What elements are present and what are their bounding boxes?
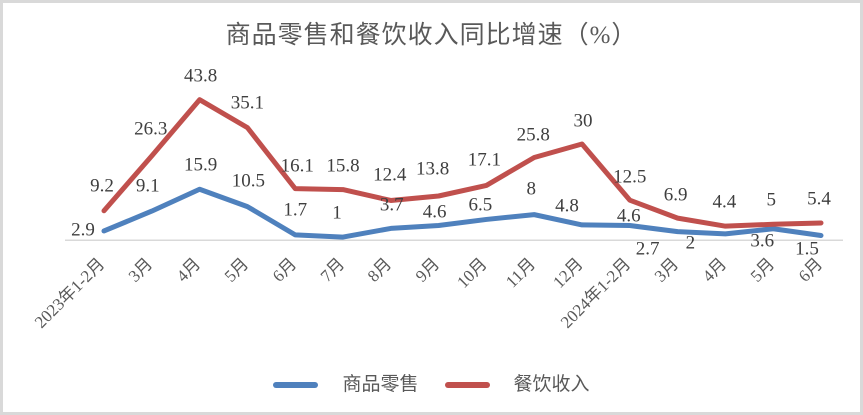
data-label-retail: 1.5	[795, 238, 819, 260]
data-label-retail: 3.6	[750, 230, 775, 252]
data-label-catering: 16.1	[280, 155, 314, 177]
data-label-retail: 1	[332, 202, 342, 224]
data-label-retail: 15.9	[183, 154, 218, 176]
data-label-retail: 4.6	[616, 205, 641, 227]
data-label-catering: 35.1	[230, 92, 265, 114]
plot-area	[65, 97, 843, 242]
data-label-retail: 9.1	[135, 175, 160, 197]
data-label-catering: 12.4	[373, 164, 407, 186]
data-label-catering: 6.9	[663, 184, 688, 206]
data-label-catering: 4.4	[712, 191, 737, 213]
data-label-catering: 17.1	[467, 149, 502, 171]
series-line-retail	[101, 186, 824, 240]
legend-label: 餐饮收入	[513, 374, 590, 395]
data-label-retail: 10.5	[231, 170, 266, 192]
chart-title: 商品零售和餐饮收入同比增速（%）	[225, 22, 638, 49]
legend-item-retail: 商品零售	[273, 374, 419, 395]
data-label-retail: 3.7	[379, 194, 404, 216]
data-label-catering: 15.8	[326, 155, 360, 177]
data-label-retail: 1.7	[283, 199, 308, 221]
data-label-retail: 6.5	[468, 194, 493, 216]
data-label-catering: 5	[766, 189, 776, 211]
data-label-catering: 13.8	[415, 158, 450, 180]
data-label-retail: 2.7	[635, 238, 660, 260]
data-label-catering: 43.8	[183, 65, 218, 87]
data-label-retail: 4.6	[422, 201, 447, 223]
data-label-retail: 4.8	[555, 195, 579, 217]
data-label-catering: 12.5	[613, 166, 647, 188]
legend-item-catering: 餐饮收入	[444, 374, 590, 395]
legend-label: 商品零售	[342, 374, 419, 395]
legend-line-swatch-icon	[273, 381, 319, 388]
series-line-catering	[101, 97, 824, 229]
data-label-catering: 9.2	[90, 175, 114, 197]
data-label-retail: 8	[526, 178, 536, 200]
data-label-catering: 26.3	[134, 118, 168, 140]
data-label-retail: 2	[685, 232, 696, 254]
data-label-catering: 30	[573, 110, 593, 132]
data-label-catering: 5.4	[807, 188, 831, 210]
legend: 商品零售 餐饮收入	[3, 375, 860, 394]
data-label-catering: 25.8	[516, 124, 550, 146]
legend-line-swatch-icon	[444, 381, 490, 388]
data-label-retail: 2.9	[71, 219, 95, 241]
